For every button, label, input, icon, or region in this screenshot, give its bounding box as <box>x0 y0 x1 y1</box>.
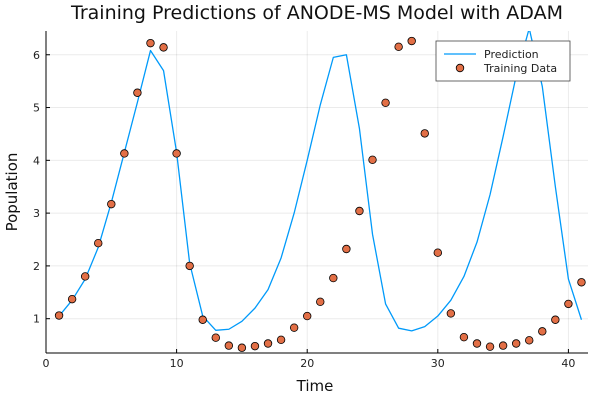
training-data-point <box>525 336 534 345</box>
training-data-point <box>263 339 273 348</box>
training-data-point <box>433 248 443 257</box>
legend-box <box>435 40 571 82</box>
training-data-point <box>485 342 495 351</box>
y-tick-label: 2 <box>33 260 40 273</box>
training-data-point <box>577 278 586 287</box>
training-data-point <box>472 339 482 348</box>
training-data-point <box>446 309 456 318</box>
training-data-point <box>250 341 260 351</box>
training-data-point <box>303 311 312 321</box>
training-data-point <box>538 327 547 336</box>
y-tick-label: 5 <box>33 102 40 115</box>
series-group <box>54 31 586 352</box>
training-data-point <box>459 332 469 342</box>
training-data-point <box>551 315 560 324</box>
x-tick-label: 10 <box>170 357 184 370</box>
training-data-point <box>120 149 129 158</box>
training-data-point <box>289 323 299 332</box>
training-data-point <box>342 244 351 254</box>
training-data-point <box>368 155 377 164</box>
axes: 0 10 20 30 40 1 2 3 4 5 6 <box>33 31 588 370</box>
training-data-point <box>80 272 90 281</box>
training-data-point <box>564 299 573 309</box>
training-data-point <box>316 297 325 306</box>
x-axis-label: Time <box>296 377 334 395</box>
training-data-point <box>146 38 155 48</box>
y-tick-label: 4 <box>33 154 40 167</box>
training-data-point <box>224 341 234 350</box>
y-tick-label: 6 <box>33 49 40 62</box>
training-data-point <box>133 88 142 97</box>
y-tick-label: 3 <box>33 207 40 220</box>
training-data-point <box>355 206 364 216</box>
training-data-point <box>329 273 338 283</box>
prediction-line <box>58 31 583 332</box>
x-tick-label: 20 <box>300 357 314 370</box>
training-data-point <box>511 339 521 348</box>
training-data-point <box>420 129 429 138</box>
x-tick-label: 40 <box>561 357 575 370</box>
training-data-point <box>237 343 247 352</box>
legend-label: Prediction <box>484 48 539 61</box>
legend-label: Training Data <box>483 62 557 75</box>
training-data-point <box>67 294 77 304</box>
chart-title: Training Predictions of ANODE-MS Model w… <box>70 2 563 24</box>
legend-training-swatch <box>455 63 465 73</box>
x-tick-label: 0 <box>43 357 50 370</box>
x-tick-label: 30 <box>431 357 445 370</box>
y-tick-label: 1 <box>33 313 40 326</box>
training-data-point <box>276 335 286 345</box>
training-data-point <box>185 261 194 271</box>
y-axis-label: Population <box>3 153 21 232</box>
training-data-point <box>94 239 103 248</box>
training-data-point <box>172 149 181 158</box>
training-data-point <box>198 315 207 324</box>
training-data-point <box>211 333 220 342</box>
training-data-point <box>394 42 403 52</box>
training-data-point <box>107 199 116 209</box>
training-data-point <box>407 36 416 46</box>
training-data-point <box>381 98 390 107</box>
training-data-point <box>54 311 64 320</box>
training-data-point <box>159 43 168 52</box>
training-data-point <box>498 341 508 350</box>
